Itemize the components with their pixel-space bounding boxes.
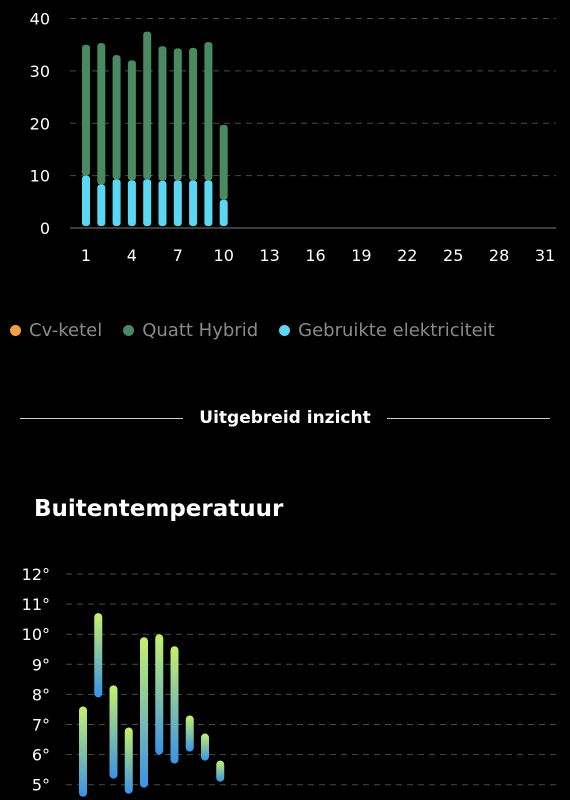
- temperature-y-tick-label: 8°: [32, 685, 50, 704]
- energy-bar-segment: [189, 180, 198, 226]
- energy-x-tick-label: 7: [173, 246, 183, 265]
- energy-x-tick-label: 16: [305, 246, 325, 265]
- energy-grid: [70, 18, 556, 229]
- energy-x-tick-label: 28: [489, 246, 509, 265]
- temperature-range-chart: 12° 11° 10° 9° 8° 7° 6° 5°: [22, 565, 556, 797]
- energy-bar-segment: [82, 175, 90, 226]
- section-divider: Uitgebreid inzicht: [20, 405, 551, 431]
- energy-bars: [82, 31, 228, 226]
- legend-dot-icon: [123, 324, 135, 336]
- temperature-range-bar: [140, 637, 148, 788]
- temperature-range-bar: [170, 646, 179, 764]
- energy-bar-segment: [158, 46, 167, 181]
- temperature-title: Buitentemperatuur: [34, 496, 284, 522]
- energy-bar-segment: [97, 184, 106, 226]
- energy-x-tick-label: 25: [443, 246, 463, 265]
- energy-x-tick-label: 1: [81, 246, 91, 265]
- energy-x-tick-label: 10: [214, 246, 234, 265]
- legend-item-gebruikte-elektriciteit[interactable]: Gebruikte elektriciteit: [279, 320, 495, 341]
- energy-x-tick-label: 31: [535, 246, 555, 265]
- energy-bar-segment: [143, 31, 152, 180]
- section-divider-label: Uitgebreid inzicht: [199, 408, 371, 428]
- energy-bar-segment: [112, 179, 121, 226]
- energy-bar-segment: [219, 199, 228, 226]
- energy-y-tick-label: 20: [30, 114, 50, 133]
- legend-dot-icon: [279, 324, 291, 336]
- energy-x-tick-label: 4: [127, 246, 137, 265]
- energy-bar-segment: [204, 180, 213, 226]
- energy-x-tick-label: 22: [397, 246, 417, 265]
- temperature-range-bar: [185, 715, 194, 752]
- temperature-grid: [66, 573, 556, 786]
- energy-bar-segment: [97, 43, 106, 185]
- temperature-y-tick-label: 9°: [32, 655, 50, 674]
- energy-y-tick-label: 30: [30, 62, 50, 81]
- energy-bar-segment: [127, 180, 136, 226]
- energy-bar-segment: [82, 44, 90, 176]
- temperature-range-bar: [216, 760, 225, 782]
- temperature-y-axis: 12° 11° 10° 9° 8° 7° 6° 5°: [22, 565, 50, 795]
- temperature-range-bar: [201, 733, 209, 761]
- energy-x-tick-label: 19: [351, 246, 371, 265]
- temperature-range-bar: [124, 727, 133, 794]
- energy-bar-chart: 0 10 20 30 40 1 4 7 10 13 16 19 22 25 28 31: [30, 10, 556, 265]
- temperature-y-tick-label: 11°: [22, 595, 50, 614]
- temperature-bars: [79, 613, 225, 797]
- legend-label: Cv-ketel: [29, 319, 103, 341]
- legend-label: Gebruikte elektriciteit: [298, 319, 495, 341]
- energy-bar-segment: [173, 180, 182, 226]
- temperature-range-bar: [109, 685, 118, 779]
- temperature-range-bar: [155, 634, 164, 755]
- energy-bar-segment: [173, 48, 182, 181]
- energy-x-axis: 1 4 7 10 13 16 19 22 25 28 31: [81, 246, 555, 265]
- divider-line-right: [386, 417, 551, 419]
- temperature-y-tick-label: 6°: [32, 746, 50, 765]
- energy-y-tick-label: 40: [30, 10, 50, 29]
- energy-bar-segment: [158, 180, 167, 226]
- temperature-y-tick-label: 5°: [32, 776, 50, 795]
- energy-y-axis: 0 10 20 30 40: [30, 10, 50, 239]
- energy-bar-segment: [204, 42, 213, 181]
- temperature-y-tick-label: 12°: [22, 565, 50, 584]
- energy-bar-segment: [143, 179, 152, 226]
- temperature-range-bar: [94, 613, 103, 698]
- legend-item-cv-ketel[interactable]: Cv-ketel: [10, 320, 102, 341]
- divider-line-left: [20, 417, 184, 419]
- energy-y-tick-label: 10: [30, 167, 50, 186]
- energy-y-tick-label: 0: [40, 219, 50, 238]
- legend-item-quatt-hybrid[interactable]: Quatt Hybrid: [123, 320, 258, 341]
- energy-legend: Cv-ketel Quatt Hybrid Gebruikte elektric…: [10, 316, 495, 344]
- temperature-range-bar: [79, 706, 87, 797]
- temperature-y-tick-label: 7°: [32, 716, 50, 735]
- temperature-y-tick-label: 10°: [22, 625, 50, 644]
- energy-bar-segment: [189, 47, 198, 181]
- energy-bar-segment: [112, 55, 121, 180]
- energy-bar-segment: [219, 124, 228, 200]
- energy-x-tick-label: 13: [259, 246, 279, 265]
- energy-bar-segment: [127, 60, 136, 181]
- legend-dot-icon: [10, 324, 21, 336]
- legend-label: Quatt Hybrid: [142, 319, 259, 341]
